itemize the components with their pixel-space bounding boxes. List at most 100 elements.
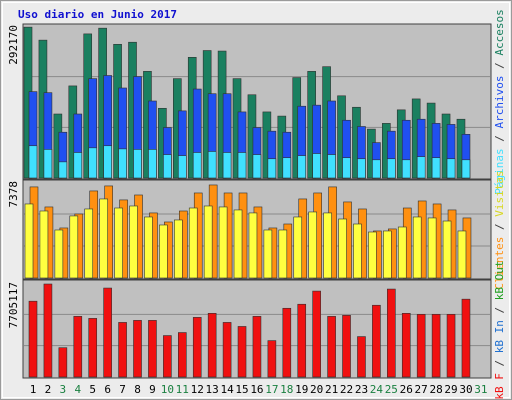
bar (222, 152, 232, 179)
chart-title: Uso diario en Junio 2017 (18, 8, 177, 21)
bar (28, 300, 38, 378)
bar (133, 320, 142, 378)
bar (103, 287, 112, 378)
legend-separator: / (493, 56, 506, 76)
bar (118, 322, 127, 378)
bar (203, 205, 213, 279)
bar (24, 203, 34, 279)
bar (192, 152, 202, 179)
x-tick-label: 2 (45, 383, 52, 396)
bar (84, 208, 94, 279)
x-tick-label: 16 (250, 383, 263, 396)
x-tick-label: 13 (206, 383, 219, 396)
x-tick-label: 31 (474, 383, 487, 396)
bar (297, 155, 307, 179)
y-tick-label: 7705117 (7, 282, 20, 328)
bar (114, 207, 123, 279)
bar (163, 154, 172, 179)
x-tick-label: 5 (89, 383, 96, 396)
bar (263, 229, 273, 279)
x-tick-label: 7 (119, 383, 126, 396)
bar (88, 318, 98, 378)
x-tick-label: 24 (370, 383, 384, 396)
legend: Páginas / Archivos / Accesos (493, 9, 506, 194)
bar (218, 206, 228, 279)
bar (446, 314, 456, 378)
bar (148, 149, 157, 179)
bar (412, 216, 422, 279)
bar (237, 152, 247, 179)
bar (397, 226, 407, 279)
bar (442, 220, 452, 279)
x-tick-label: 6 (104, 383, 111, 396)
bar (237, 326, 247, 378)
legend-entry: Páginas (493, 148, 506, 194)
bar (357, 336, 366, 378)
bar (73, 152, 83, 179)
bar (282, 307, 292, 378)
x-tick-label: 23 (355, 383, 368, 396)
bar (252, 154, 262, 179)
bar (416, 156, 426, 179)
bar (252, 316, 262, 378)
x-tick-label: 22 (340, 383, 353, 396)
bar (401, 159, 411, 179)
bar (129, 205, 138, 279)
bar (43, 283, 53, 378)
x-tick-label: 21 (325, 383, 338, 396)
legend-entry: kB F (493, 373, 506, 400)
x-tick-label: 12 (191, 383, 204, 396)
bar (267, 340, 277, 378)
y-tick-label: 7378 (7, 181, 20, 208)
x-tick-label: 11 (176, 383, 189, 396)
x-tick-label: 27 (415, 383, 428, 396)
bar (58, 161, 68, 179)
bar (368, 231, 377, 279)
bar (163, 335, 172, 378)
bar (327, 154, 336, 179)
bar (207, 151, 217, 179)
x-tick-label: 20 (310, 383, 323, 396)
bar (207, 313, 217, 378)
x-tick-label: 30 (459, 383, 472, 396)
bar (293, 216, 303, 279)
bar (357, 158, 366, 179)
bar (178, 332, 187, 378)
x-tick-label: 9 (149, 383, 156, 396)
bar (133, 149, 142, 179)
bar (461, 159, 471, 179)
legend-entry: kB In (493, 320, 506, 353)
bar (461, 298, 471, 378)
bar (174, 219, 183, 279)
x-tick-label: 28 (429, 383, 442, 396)
bar (248, 212, 258, 279)
bar (43, 149, 53, 179)
bar (457, 230, 467, 279)
bar (267, 158, 277, 179)
bar (312, 153, 321, 179)
x-tick-label: 1 (30, 383, 37, 396)
legend-separator: / (493, 217, 506, 237)
bar (342, 315, 351, 378)
bar (148, 320, 157, 378)
bar (99, 198, 108, 279)
bar (178, 155, 187, 179)
x-tick-label: 8 (134, 383, 141, 396)
bar (372, 159, 381, 179)
x-tick-label: 15 (235, 383, 248, 396)
bar (353, 223, 362, 279)
bar (58, 347, 68, 378)
bar (387, 288, 396, 378)
bar (342, 157, 351, 179)
bar (159, 224, 168, 279)
bar (233, 209, 243, 279)
bar (69, 215, 79, 279)
bar (338, 218, 347, 279)
legend-separator: / (493, 128, 506, 148)
legend-entry: Archivos (493, 76, 506, 129)
bar (144, 216, 153, 279)
bar (383, 230, 392, 279)
legend-entry: Accesos (493, 9, 506, 55)
